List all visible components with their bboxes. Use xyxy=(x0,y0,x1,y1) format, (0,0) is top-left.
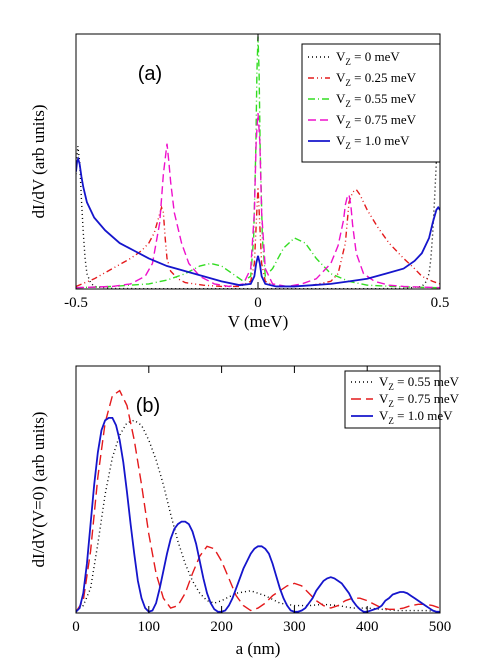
legend-entry: VZ = 1.0 meV xyxy=(379,408,453,426)
legend-entry: VZ = 0.75 meV xyxy=(336,112,417,130)
x-axis-label: a (nm) xyxy=(236,639,281,658)
chart-panel-a: -0.5 0 0.5 V (meV) dI/dV (arb units) (a) VZ = … xyxy=(29,33,450,331)
legend-entry: VZ = 0.55 meV xyxy=(336,91,417,109)
x-tick-label: 0 xyxy=(72,619,80,635)
x-tick-label: 100 xyxy=(138,619,161,635)
chart-panel-b: 0 100 200 300 400 500 a (nm) dI/dV(V=0) (arb un… xyxy=(29,365,460,658)
legend-entry: VZ = 0.75 meV xyxy=(379,391,460,409)
legend-entry: VZ = 1.0 meV xyxy=(336,133,410,151)
x-tick-label: 200 xyxy=(210,619,233,635)
legend: VZ = 0 meV VZ = 0.25 meV VZ = 0.55 meV VZ =… xyxy=(301,43,441,163)
series-line-2 xyxy=(76,416,440,613)
series-line-1 xyxy=(76,186,440,288)
x-tick-label: 400 xyxy=(356,619,379,635)
panel-label: (a) xyxy=(138,63,162,85)
series-line-4 xyxy=(76,156,440,288)
panel-label: (b) xyxy=(136,395,160,417)
legend-entry: VZ = 0.55 meV xyxy=(379,374,460,392)
x-axis-label: V (meV) xyxy=(228,312,289,331)
legend-entry: VZ = 0 meV xyxy=(336,49,400,67)
x-tick-label: 0.5 xyxy=(431,295,450,311)
legend-entry: VZ = 0.25 meV xyxy=(336,70,417,88)
x-tick-label: 300 xyxy=(283,619,306,635)
x-tick-label: 500 xyxy=(429,619,452,635)
x-tick-label: 0 xyxy=(254,295,262,311)
y-axis-label: dI/dV (arb units) xyxy=(29,105,48,219)
plot-frame xyxy=(75,365,441,614)
x-tick-label: -0.5 xyxy=(64,295,88,311)
y-axis-label: dI/dV(V=0) (arb units) xyxy=(29,412,48,568)
series-line-3 xyxy=(76,113,440,289)
legend-box xyxy=(301,43,441,163)
